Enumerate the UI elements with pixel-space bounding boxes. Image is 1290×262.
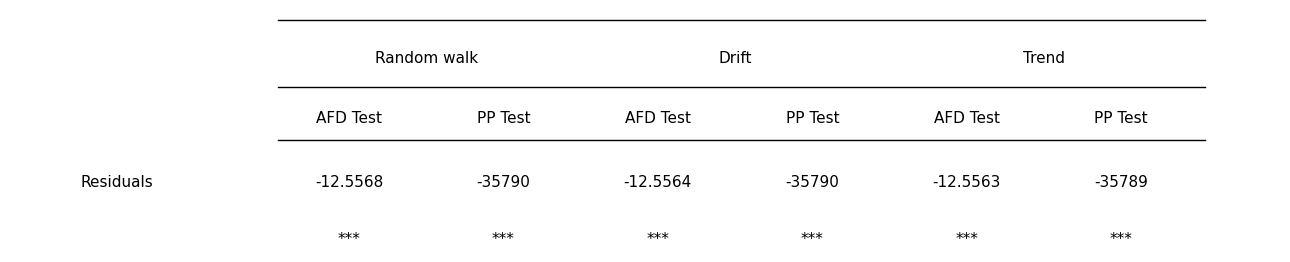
- Text: ***: ***: [956, 232, 978, 247]
- Text: AFD Test: AFD Test: [624, 111, 691, 125]
- Text: AFD Test: AFD Test: [316, 111, 382, 125]
- Text: Residuals: Residuals: [81, 175, 154, 190]
- Text: PP Test: PP Test: [476, 111, 530, 125]
- Text: ***: ***: [1109, 232, 1133, 247]
- Text: -12.5568: -12.5568: [315, 175, 383, 190]
- Text: -12.5563: -12.5563: [933, 175, 1001, 190]
- Text: PP Test: PP Test: [786, 111, 840, 125]
- Text: ***: ***: [801, 232, 824, 247]
- Text: -35790: -35790: [476, 175, 530, 190]
- Text: Random walk: Random walk: [374, 51, 477, 66]
- Text: ***: ***: [491, 232, 515, 247]
- Text: ***: ***: [338, 232, 360, 247]
- Text: -35790: -35790: [786, 175, 840, 190]
- Text: PP Test: PP Test: [1094, 111, 1148, 125]
- Text: Drift: Drift: [719, 51, 752, 66]
- Text: Trend: Trend: [1023, 51, 1066, 66]
- Text: AFD Test: AFD Test: [934, 111, 1000, 125]
- Text: -12.5564: -12.5564: [624, 175, 691, 190]
- Text: -35789: -35789: [1094, 175, 1148, 190]
- Text: ***: ***: [646, 232, 670, 247]
